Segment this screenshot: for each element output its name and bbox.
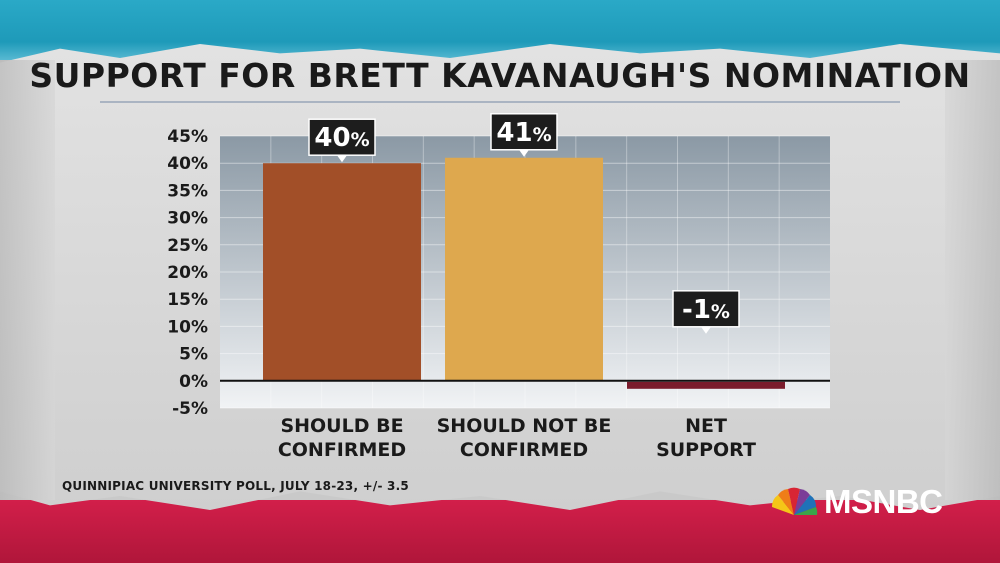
data-label: 40%: [308, 118, 376, 163]
y-tick-label: 5%: [179, 345, 208, 365]
bottom-color-band: [0, 500, 1000, 563]
source-note: QUINNIPIAC UNIVERSITY POLL, JULY 18-23, …: [62, 479, 409, 493]
y-tick-label: -5%: [172, 399, 208, 419]
y-tick-label: 45%: [167, 127, 208, 147]
category-label: SHOULD BE CONFIRMED: [278, 415, 406, 461]
left-shade: [0, 60, 55, 500]
category-label: NET SUPPORT: [656, 415, 756, 461]
y-tick-label: 35%: [167, 181, 208, 201]
y-tick-label: 40%: [167, 154, 208, 174]
y-tick-label: 10%: [167, 317, 208, 337]
data-label: -1%: [672, 290, 740, 334]
bar-should-be-confirmed: [263, 163, 421, 381]
y-tick-label: 20%: [167, 263, 208, 283]
category-label: SHOULD NOT BE CONFIRMED: [437, 415, 612, 461]
data-label-text: 41%: [496, 118, 551, 148]
bar-should-not-be-confirmed: [445, 157, 603, 381]
y-tick-label: 30%: [167, 209, 208, 229]
data-label-box: [308, 118, 376, 156]
network-logo: MSNBC: [770, 482, 943, 522]
y-tick-label: 0%: [179, 372, 208, 392]
y-tick-label: 15%: [167, 290, 208, 310]
bar-net-support: [627, 381, 785, 389]
data-label-box: [490, 113, 558, 151]
data-label-text: 40%: [314, 123, 369, 153]
chart-title: SUPPORT FOR BRETT KAVANAUGH'S NOMINATION: [29, 56, 971, 95]
network-name: MSNBC: [824, 483, 943, 520]
data-label-pointer: [519, 149, 529, 157]
right-shade: [945, 60, 1000, 500]
data-label-pointer: [337, 155, 347, 163]
data-label-pointer: [701, 326, 711, 334]
data-label: 41%: [490, 113, 558, 157]
y-tick-label: 25%: [167, 236, 208, 256]
title-divider: [100, 101, 900, 103]
data-label-text: -1%: [682, 295, 730, 325]
peacock-icon: [771, 487, 818, 515]
